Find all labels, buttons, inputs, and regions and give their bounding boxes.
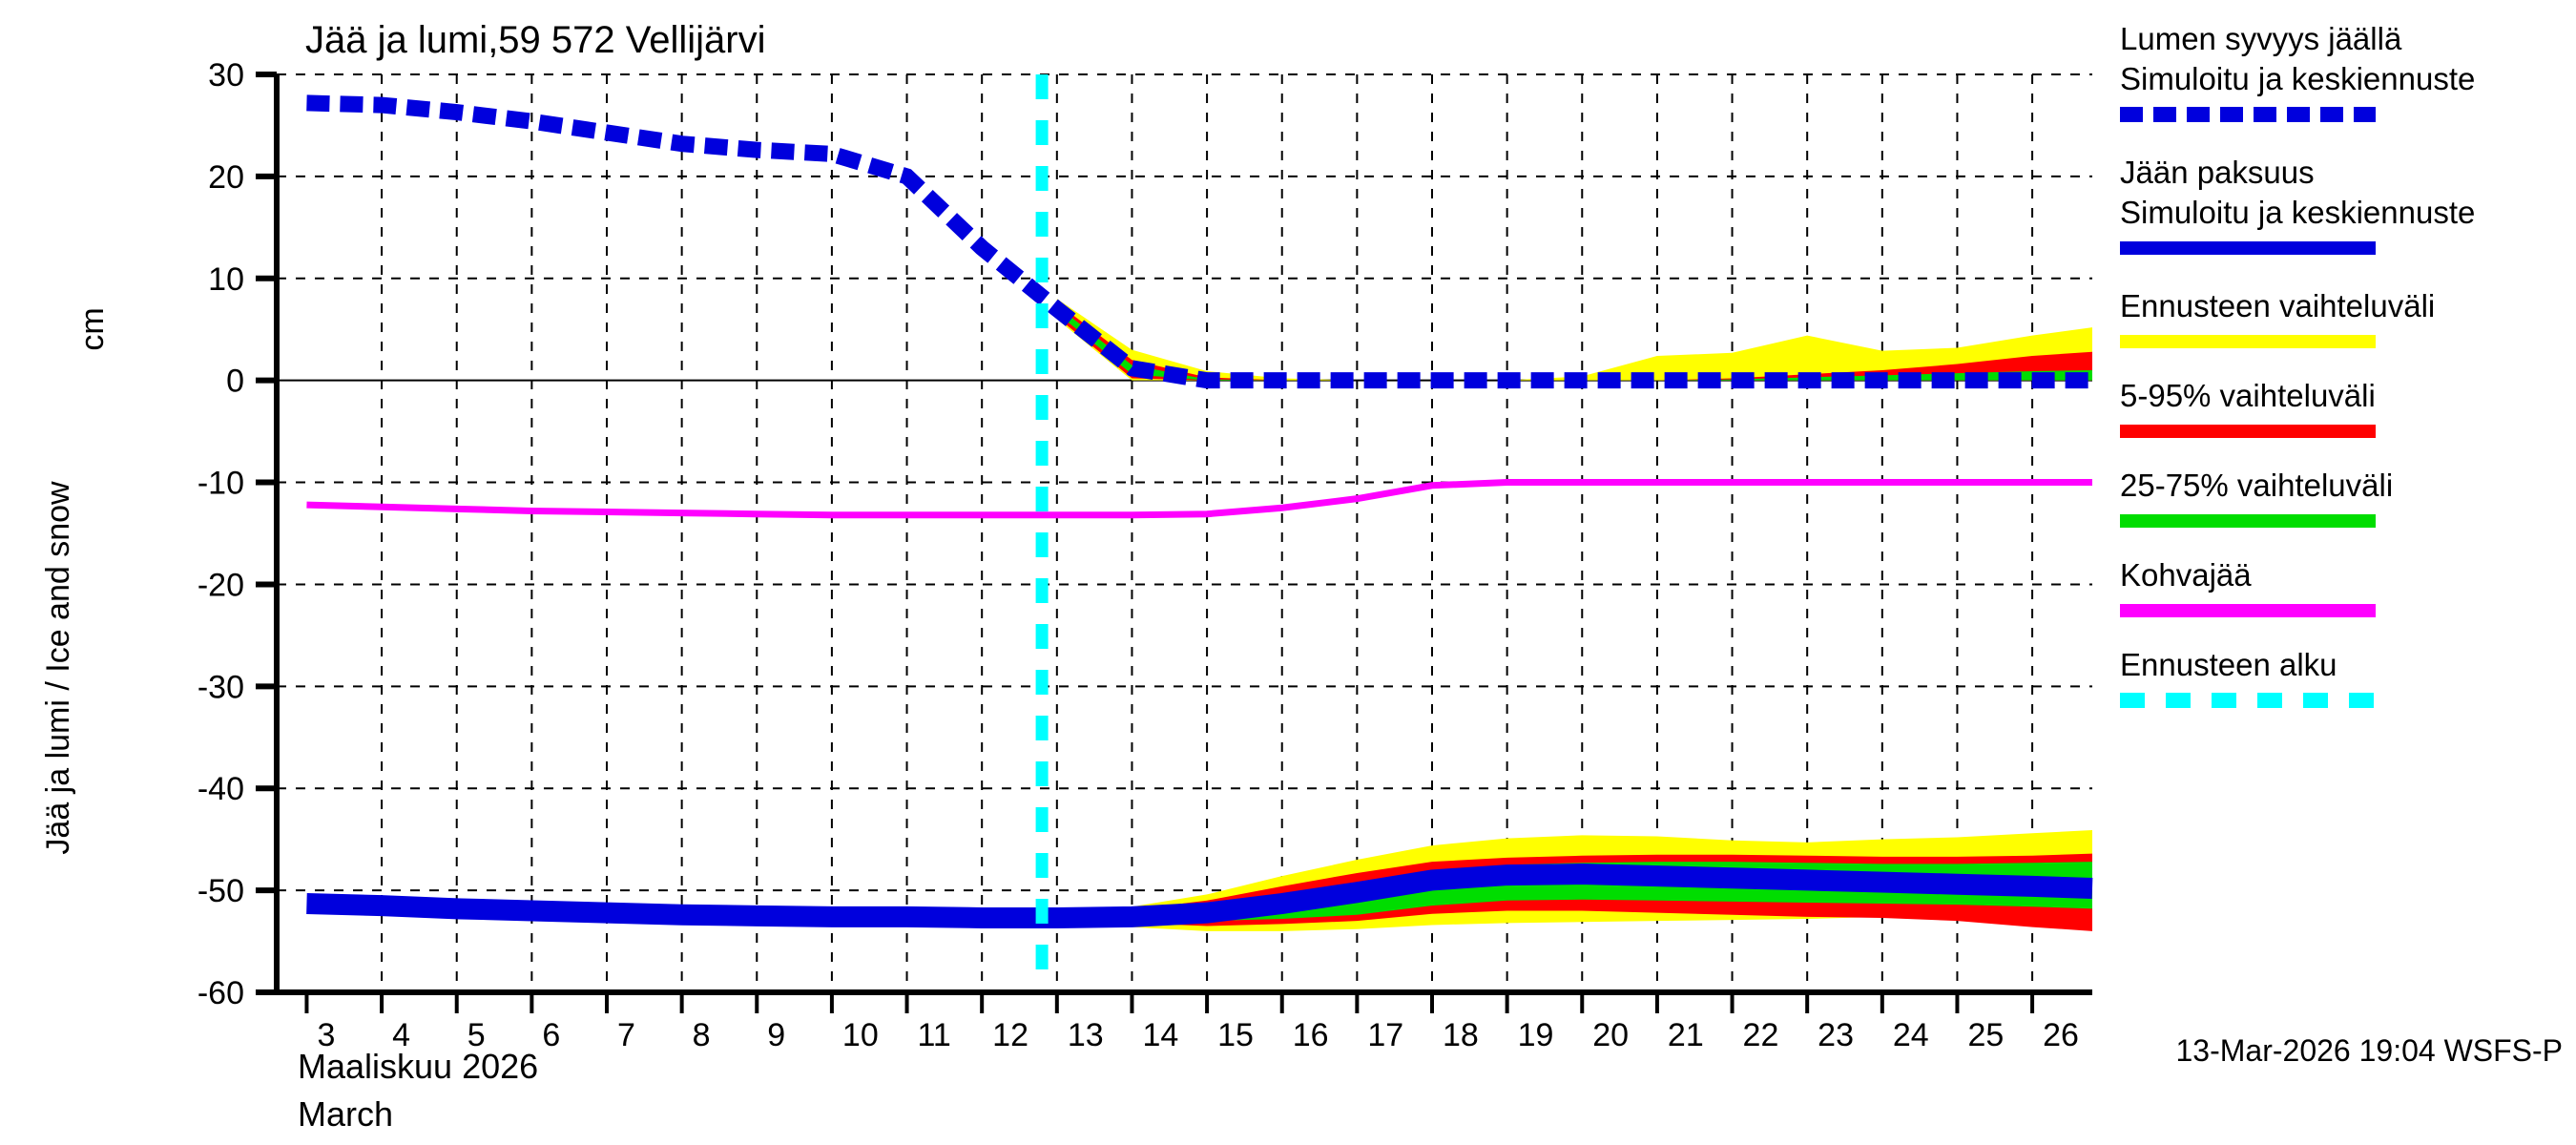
y-tick-label: -50 [197,873,244,909]
x-tick-label: 23 [1818,1017,1854,1053]
x-tick-label: 12 [992,1017,1028,1053]
legend-entry-6: Ennusteen alku [2120,647,2376,708]
x-axis-month-label-fi: Maaliskuu 2026 [298,1047,538,1086]
y-tick-label: -10 [197,466,244,502]
x-tick-label: 6 [542,1017,560,1053]
legend-entry-3: 5-95% vaihteluväli [2120,378,2376,438]
legend-entry-4: 25-75% vaihteluväli [2120,468,2393,528]
x-tick-label: 10 [842,1017,879,1053]
x-tick-label: 20 [1592,1017,1629,1053]
series-line-snow_depth [306,94,2092,389]
data-series [306,94,2093,928]
legend-entry-1: Jään paksuus Simuloitu ja keskiennuste [2120,155,2475,255]
y-tick-label: 20 [208,159,244,196]
series-line-slush_ice [306,479,2092,519]
legend-label: 25-75% vaihteluväli [2120,468,2393,503]
y-tick-label: -60 [197,975,244,1011]
x-tick-label: 19 [1518,1017,1554,1053]
legend-sublabel: Simuloitu ja keskiennuste [2120,61,2475,96]
x-tick-label: 25 [1967,1017,2004,1053]
legend-label: Ennusteen alku [2120,647,2337,682]
y-tick-label: -40 [197,771,244,807]
band-snow-full_range [1056,299,2092,381]
x-tick-label: 22 [1743,1017,1779,1053]
x-tick-label: 26 [2043,1017,2079,1053]
legend-entry-2: Ennusteen vaihteluväli [2120,288,2435,348]
x-tick-label: 9 [767,1017,785,1053]
x-tick-label: 18 [1443,1017,1479,1053]
x-tick-label: 13 [1068,1017,1104,1053]
y-tick-label: 0 [226,364,244,400]
x-tick-label: 7 [617,1017,635,1053]
x-tick-label: 24 [1893,1017,1929,1053]
footer-timestamp: 13-Mar-2026 19:04 WSFS-P [2176,1033,2564,1068]
legend-label: Jään paksuus [2120,155,2315,190]
legend-label: 5-95% vaihteluväli [2120,378,2376,413]
x-tick-label: 11 [918,1017,951,1053]
axis-lines [256,72,2092,1013]
x-tick-label: 8 [693,1017,711,1053]
band-snow-p25_75 [1056,305,2092,381]
y-tick-label: -30 [197,669,244,705]
series-line-ice_thickness [306,864,2093,928]
x-tick-label: 15 [1217,1017,1254,1053]
legend-label: Lumen syvyys jäällä [2120,21,2402,56]
x-tick-label: 3 [317,1017,335,1053]
legend-entry-5: Kohvajää [2120,557,2376,617]
legend-sublabel: Simuloitu ja keskiennuste [2120,195,2475,230]
page-title: Jää ja lumi,59 572 Vellijärvi [305,19,765,61]
y-tick-label: -20 [197,567,244,603]
x-tick-label: 14 [1142,1017,1178,1053]
y-axis-unit-label: cm [74,307,111,350]
y-tick-label: 30 [208,57,244,94]
x-axis-month-label-en: March [298,1094,393,1134]
x-tick-label: 5 [467,1017,486,1053]
x-tick-label: 17 [1367,1017,1403,1053]
y-tick-label: 10 [208,261,244,298]
legend-entry-0: Lumen syvyys jäällä Simuloitu ja keskienn… [2120,21,2475,122]
y-axis-title: Jää ja lumi / Ice and snow [40,481,76,855]
x-tick-label: 4 [392,1017,410,1053]
y-axis-tick-labels: 30 20 10 0 -10 -20 -30 -40 -50 -60 [197,57,244,1011]
x-axis-tick-labels: 3 4 5 6 7 8 9 10 11 12 13 14 15 16 17 18 19 20 21 22 23 24 25 2… [317,1017,2078,1053]
chart-legend: Lumen syvyys jäällä Simuloitu ja keskienn… [2120,21,2475,708]
x-tick-label: 16 [1293,1017,1329,1053]
legend-label: Ennusteen vaihteluväli [2120,288,2435,323]
x-tick-label: 21 [1668,1017,1704,1053]
legend-label: Kohvajää [2120,557,2252,593]
